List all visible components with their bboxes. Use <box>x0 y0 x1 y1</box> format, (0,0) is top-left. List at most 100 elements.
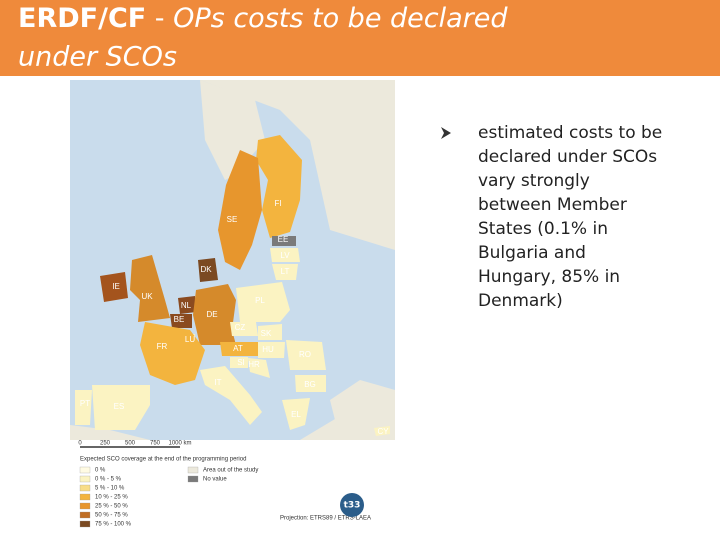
country-label: FR <box>157 342 168 351</box>
country-ee <box>272 236 296 246</box>
bullet-line: declared under SCOs <box>478 147 657 167</box>
country-si <box>230 357 248 368</box>
country-es <box>92 385 150 430</box>
legend-label: 0 % - 5 % <box>95 477 122 483</box>
bullet-line: Bulgaria and <box>478 243 586 263</box>
country-label: AT <box>233 344 243 353</box>
country-label: EE <box>278 235 289 244</box>
country-label: BE <box>174 315 185 324</box>
legend-swatch <box>187 466 199 474</box>
country-ro <box>286 340 326 370</box>
country-label: NL <box>181 301 192 310</box>
legend-swatch <box>187 475 199 483</box>
bullet-line: estimated costs to be <box>478 123 662 143</box>
country-fi <box>256 135 302 238</box>
bullet-text: estimated costs to be declared under SCOs… <box>478 123 662 311</box>
country-label: LT <box>281 267 290 276</box>
bullet-line: States (0.1% in <box>478 219 608 239</box>
country-label: SK <box>261 329 272 338</box>
projection-note: Projection: ETRS89 / ETRS-LAEA <box>280 516 371 522</box>
country-label: DK <box>200 265 212 274</box>
country-cz <box>230 322 258 336</box>
legend-label: No value <box>203 477 227 483</box>
country-hr <box>248 358 270 378</box>
title-sep: - <box>146 3 173 34</box>
country-it <box>200 366 262 425</box>
non-eu-land <box>200 80 395 440</box>
country-sk <box>258 324 282 340</box>
country-label: SI <box>237 358 245 367</box>
country-bg <box>295 375 326 392</box>
country-be <box>170 314 192 328</box>
country-label: SE <box>227 215 238 224</box>
country-label: FI <box>274 199 281 208</box>
logo <box>340 493 364 517</box>
logo-text: t33 <box>344 501 361 511</box>
scale-label: 1000 km <box>168 441 191 447</box>
legend-label: 0 % <box>95 468 106 474</box>
legend-bg <box>70 440 395 535</box>
country-label: CZ <box>235 323 246 332</box>
bullet-line: Denmark) <box>478 291 563 311</box>
country-label: ES <box>114 402 125 411</box>
country-dk <box>198 258 218 282</box>
country-label: LU <box>185 335 195 344</box>
country-label: HU <box>262 345 274 354</box>
country-label: EL <box>291 410 301 419</box>
country-label: DE <box>206 310 217 319</box>
country-nl <box>178 296 196 314</box>
country-labels: FI SE EE LV LT DK IE UK NL BE DE PL CZ SK LU FR AT HU SI HR… <box>80 199 389 436</box>
title-italic: under SCOs <box>18 42 177 73</box>
bullet <box>441 127 451 139</box>
legend-label: 10 % - 25 % <box>95 495 128 501</box>
country-fr <box>140 322 205 385</box>
legend-swatch <box>79 520 91 528</box>
country-se <box>218 150 262 270</box>
country-ie <box>100 272 128 302</box>
scale-label: 250 <box>100 441 111 447</box>
bullet-line: Hungary, 85% in <box>478 267 620 287</box>
legend-swatch <box>79 466 91 474</box>
country-hu <box>258 342 285 358</box>
title-italic: OPs costs to be declared <box>173 3 508 34</box>
title: ERDF/CF - OPs costs to be declared <box>18 3 508 34</box>
country-at <box>220 342 258 356</box>
country-label: UK <box>141 292 153 301</box>
country-label: PL <box>255 296 265 305</box>
country-pt <box>75 390 92 425</box>
legend-label: 5 % - 10 % <box>95 486 125 492</box>
non-eu-land <box>70 400 395 440</box>
country-label: HR <box>248 360 260 369</box>
country-label: IE <box>112 282 120 291</box>
country-label: PT <box>80 399 90 408</box>
country-el <box>282 398 310 430</box>
bullet-line: between Member <box>478 195 627 215</box>
legend-swatch <box>79 475 91 483</box>
bullet-arrow <box>441 127 451 139</box>
country-lv <box>270 248 300 262</box>
country-uk <box>130 255 170 322</box>
legend-swatch <box>79 493 91 501</box>
title-bold: ERDF/CF <box>18 3 146 34</box>
legend-swatch <box>79 502 91 510</box>
country-label: LV <box>280 251 290 260</box>
country-label: RO <box>299 350 311 359</box>
country-label: BG <box>304 380 316 389</box>
legend-label: 75 % - 100 % <box>95 522 132 528</box>
country-lt <box>272 264 298 280</box>
legend-title: Expected SCO coverage at the end of the … <box>80 457 246 463</box>
scale-label: 500 <box>125 441 136 447</box>
header-bar <box>0 0 720 76</box>
legend-label: 50 % - 75 % <box>95 513 128 519</box>
country-cy <box>374 426 390 436</box>
country-label: IT <box>214 378 221 387</box>
bullet-line: vary strongly <box>478 171 590 191</box>
country-pl <box>236 282 290 322</box>
legend-label: 25 % - 50 % <box>95 504 128 510</box>
legend-label: Area out of the study <box>203 468 258 474</box>
country-de <box>193 284 236 345</box>
legend-swatch <box>79 484 91 492</box>
legend-swatch <box>79 511 91 519</box>
legend: Expected SCO coverage at the end of the … <box>78 441 371 528</box>
